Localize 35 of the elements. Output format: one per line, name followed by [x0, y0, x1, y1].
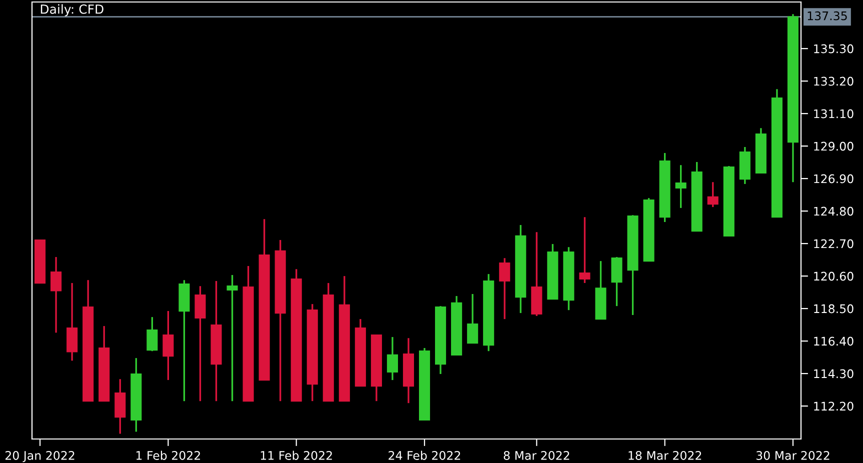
x-tick-label: 11 Feb 2022 [260, 450, 332, 460]
candlestick [386, 336, 398, 381]
y-tick-label: 129.00 [814, 142, 854, 151]
candlestick [162, 310, 174, 381]
chart-title: Daily: CFD [40, 4, 104, 16]
candlestick [226, 274, 238, 402]
candlestick [467, 293, 478, 344]
x-tick-label: 24 Feb 2022 [388, 450, 460, 460]
x-tick-label: 20 Jan 2022 [5, 451, 74, 462]
x-tick-label: 8 Mar 2022 [504, 451, 570, 460]
x-tick-label: 18 Mar 2022 [628, 451, 702, 460]
y-tick-label: 114.30 [814, 369, 854, 378]
y-tick-label: 116.40 [814, 336, 854, 346]
x-tick-label: 1 Feb 2022 [136, 450, 200, 460]
y-tick-label: 120.60 [814, 272, 854, 281]
x-tick-label: 30 Mar 2022 [756, 451, 830, 460]
y-tick-label: 112.20 [814, 402, 854, 411]
y-tick-label: 131.10 [814, 109, 854, 118]
y-tick-label: 133.20 [814, 76, 854, 86]
y-tick-label: 122.70 [814, 239, 854, 248]
candlestick [146, 316, 158, 352]
candlestick [675, 164, 686, 209]
candlestick [611, 256, 622, 307]
ref-line-label: 137.35 [808, 11, 847, 20]
y-tick-label: 118.50 [814, 304, 854, 314]
candlestick [66, 282, 78, 362]
candlestick [579, 216, 590, 284]
candlestick [707, 181, 718, 208]
candlestick [499, 257, 510, 320]
candlestick [114, 378, 126, 435]
candlestick [50, 256, 62, 334]
y-tick-label: 135.30 [814, 44, 854, 54]
candlestick [194, 285, 206, 402]
y-tick-label: 126.90 [814, 174, 854, 184]
y-tick-label: 124.80 [814, 206, 854, 216]
